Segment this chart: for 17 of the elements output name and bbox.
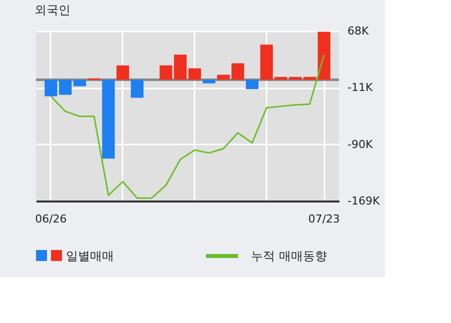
- y-tick-label: -90K: [348, 138, 374, 151]
- line-series: [50, 54, 325, 199]
- bar: [102, 80, 115, 159]
- chart-title: 외국인: [34, 3, 71, 17]
- x-tick-label: 07/23: [308, 212, 340, 226]
- y-tick-label: 68K: [348, 24, 370, 38]
- bar: [202, 80, 216, 84]
- bar: [130, 80, 144, 98]
- x-tick-label: 06/26: [35, 212, 67, 226]
- bar: [73, 80, 86, 86]
- y-tick-label: -169K: [348, 194, 380, 208]
- legend-label: 일별매매: [66, 249, 114, 263]
- bar: [116, 65, 130, 80]
- legend-label: 누적 매매동향: [251, 249, 327, 263]
- bar: [246, 80, 259, 90]
- y-tick-label: -11K: [348, 81, 374, 94]
- bar: [188, 68, 202, 80]
